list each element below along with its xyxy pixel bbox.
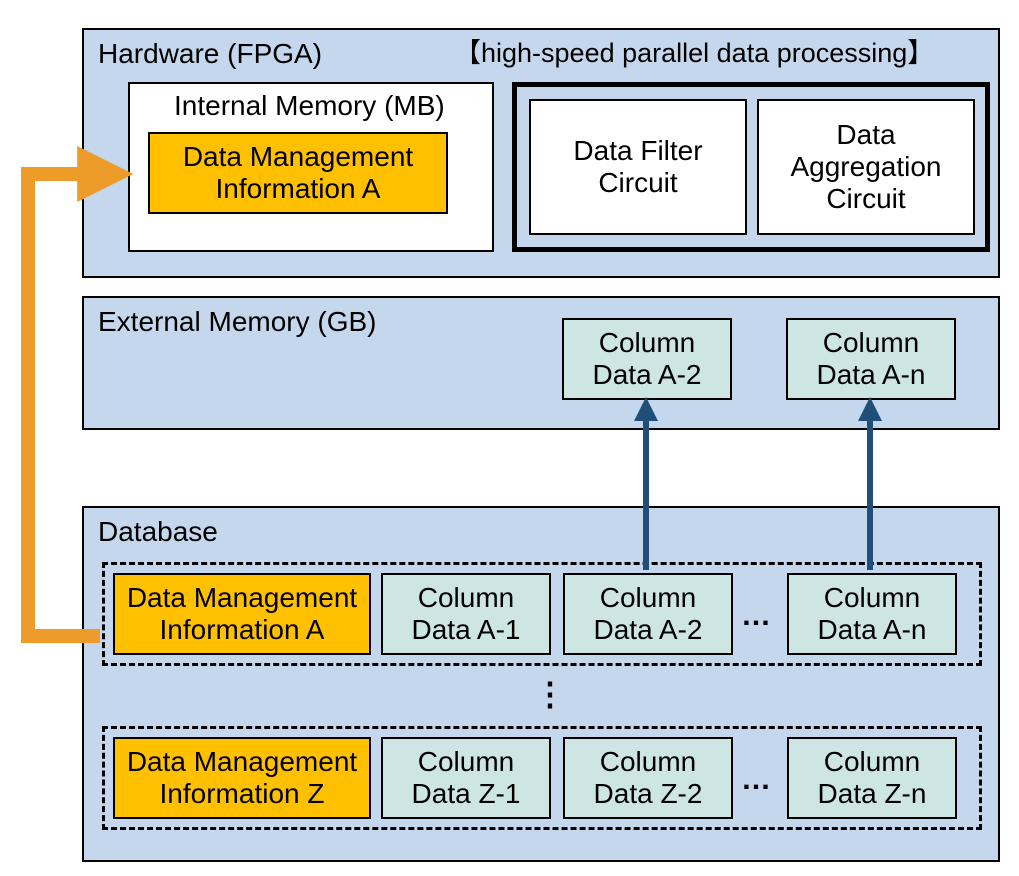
- db-row-a: Data ManagementInformation A ColumnData …: [102, 562, 982, 666]
- processing-bracket: 【high-speed parallel data processing】: [454, 38, 934, 69]
- internal-memory-title: Internal Memory (MB): [174, 90, 445, 122]
- db-dmi-z-label: Data ManagementInformation Z: [127, 746, 357, 810]
- ext-col-an: ColumnData A-n: [786, 318, 956, 400]
- dmi-a-hardware: Data ManagementInformation A: [148, 132, 448, 214]
- ext-col-a2: ColumnData A-2: [562, 318, 732, 400]
- filter-circuit-box: Data FilterCircuit: [529, 99, 747, 235]
- db-col-a2: ColumnData A-2: [563, 573, 733, 655]
- external-memory-section: External Memory (GB) ColumnData A-2 Colu…: [82, 296, 1000, 430]
- db-dmi-z: Data ManagementInformation Z: [113, 737, 371, 819]
- db-col-a1-label: ColumnData A-1: [412, 582, 521, 646]
- filter-circuit-label: Data FilterCircuit: [573, 135, 702, 199]
- external-memory-title: External Memory (GB): [98, 306, 377, 338]
- db-row-z: Data ManagementInformation Z ColumnData …: [102, 726, 982, 830]
- db-col-z1-label: ColumnData Z-1: [412, 746, 521, 810]
- internal-memory-box: Internal Memory (MB) Data ManagementInfo…: [128, 82, 494, 252]
- db-col-z1: ColumnData Z-1: [381, 737, 551, 819]
- db-col-an: ColumnData A-n: [787, 573, 957, 655]
- db-col-z2: ColumnData Z-2: [563, 737, 733, 819]
- db-row-z-ellipsis: …: [741, 763, 771, 798]
- db-dmi-a-label: Data ManagementInformation A: [127, 582, 357, 646]
- agg-circuit-box: DataAggregationCircuit: [757, 99, 975, 235]
- db-col-z2-label: ColumnData Z-2: [594, 746, 703, 810]
- db-col-an-label: ColumnData A-n: [818, 582, 927, 646]
- agg-circuit-label: DataAggregationCircuit: [790, 119, 941, 216]
- db-row-a-ellipsis: …: [741, 599, 771, 634]
- db-dmi-a: Data ManagementInformation A: [113, 573, 371, 655]
- diagram-root: Hardware (FPGA) 【high-speed parallel dat…: [82, 28, 1002, 866]
- db-col-zn-label: ColumnData Z-n: [818, 746, 927, 810]
- db-col-zn: ColumnData Z-n: [787, 737, 957, 819]
- db-col-a2-label: ColumnData A-2: [594, 582, 703, 646]
- ext-col-an-label: ColumnData A-n: [817, 327, 926, 391]
- db-col-a1: ColumnData A-1: [381, 573, 551, 655]
- hardware-title: Hardware (FPGA): [98, 38, 322, 70]
- processing-cluster: Data FilterCircuit DataAggregationCircui…: [512, 82, 990, 252]
- hardware-section: Hardware (FPGA) 【high-speed parallel dat…: [82, 28, 1000, 278]
- database-section: Database Data ManagementInformation A Co…: [82, 506, 1000, 862]
- database-title: Database: [98, 516, 218, 548]
- dmi-a-hardware-label: Data ManagementInformation A: [183, 141, 413, 205]
- db-vert-ellipsis: ⋮: [534, 676, 566, 713]
- ext-col-a2-label: ColumnData A-2: [593, 327, 702, 391]
